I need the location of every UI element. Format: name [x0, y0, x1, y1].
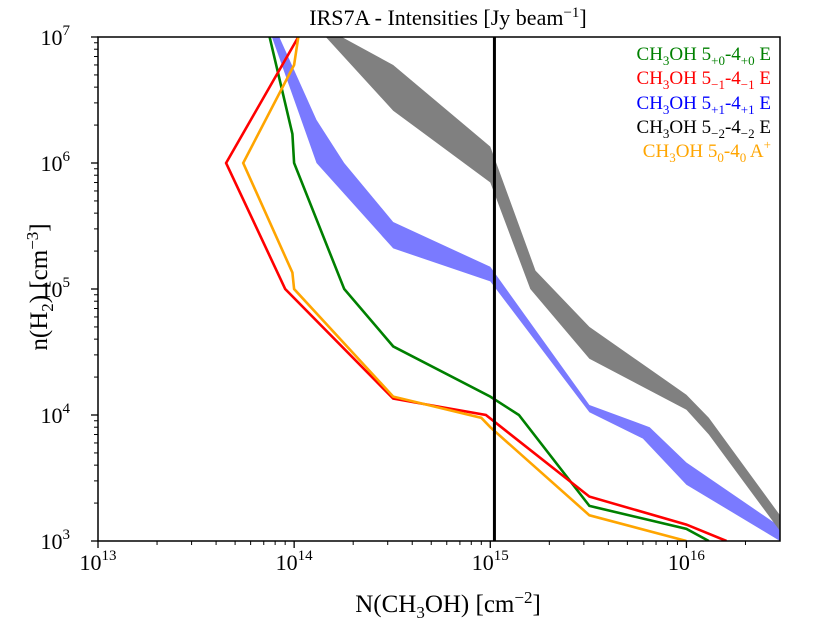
legend-entry-2: CH3OH 5+1-4+1 E [637, 93, 771, 117]
x-tick-label: 1014 [276, 548, 314, 575]
chart-title: IRS7A - Intensities [Jy beam−1] [309, 5, 587, 30]
x-tick-label: 1015 [472, 548, 509, 575]
series-line-0 [268, 37, 710, 541]
legend-entry-1: CH3OH 5−1-4−1 E [637, 68, 771, 92]
y-tick-label: 104 [41, 401, 71, 428]
legend-entry-3: CH3OH 5−2-4−2 E [637, 117, 771, 141]
x-axis-label: N(CH3OH) [cm−2] [355, 588, 541, 622]
y-tick-label: 106 [41, 149, 71, 176]
y-axis-label: n(H2) [cm−3] [23, 223, 57, 350]
y-tick-label: 103 [41, 527, 71, 554]
series-layer [224, 37, 780, 541]
x-tick-label: 1016 [668, 548, 706, 575]
series-line-4 [241, 37, 687, 541]
series-line-1 [224, 37, 727, 541]
y-tick-label: 107 [41, 23, 71, 50]
series-band-3 [325, 37, 780, 531]
legend-entry-0: CH3OH 5+0-4+0 E [637, 44, 771, 68]
legend-entry-4: CH3OH 50-40 A+ [643, 137, 771, 165]
x-tick-label: 1013 [80, 548, 117, 575]
